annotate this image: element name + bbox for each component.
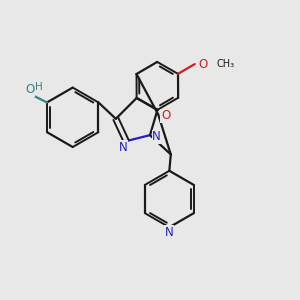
Text: N: N xyxy=(119,140,128,154)
Text: N: N xyxy=(152,130,161,143)
Text: O: O xyxy=(198,58,208,70)
Text: CH₃: CH₃ xyxy=(216,59,234,69)
Text: O: O xyxy=(26,83,35,97)
Text: O: O xyxy=(161,109,170,122)
Text: H: H xyxy=(35,82,43,92)
Text: N: N xyxy=(165,226,174,239)
